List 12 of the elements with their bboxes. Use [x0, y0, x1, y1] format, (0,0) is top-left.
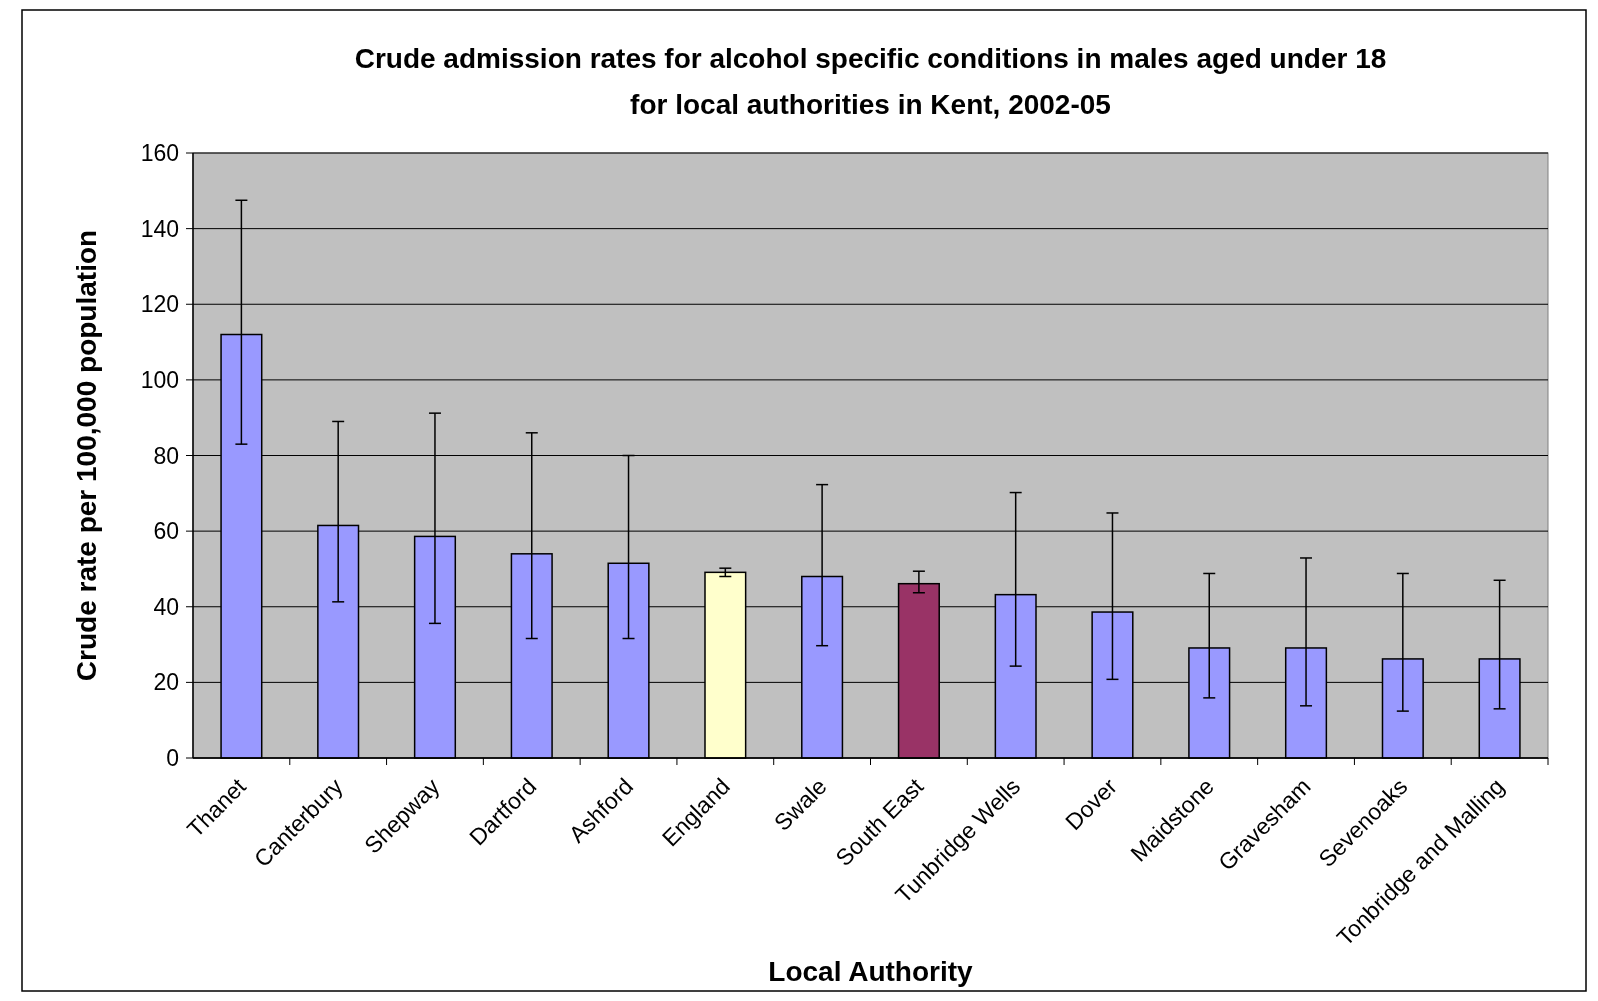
- x-axis-title: Local Authority: [768, 956, 974, 987]
- y-tick-label: 100: [140, 366, 179, 393]
- y-tick-label: 20: [153, 669, 179, 696]
- y-tick-label: 120: [140, 291, 179, 318]
- y-tick-label: 0: [166, 745, 179, 772]
- y-tick-label: 160: [140, 140, 179, 167]
- y-tick-label: 140: [140, 215, 179, 242]
- y-tick-label: 80: [153, 442, 179, 469]
- chart-title: Crude admission rates for alcohol specific conditions in males aged under 18 for local authorities in Kent, 2002-05: [354, 43, 1387, 120]
- y-axis-title: Crude rate per 100,000 population: [71, 229, 102, 682]
- y-tick-label: 60: [153, 518, 179, 545]
- y-tick-label: 40: [153, 593, 179, 620]
